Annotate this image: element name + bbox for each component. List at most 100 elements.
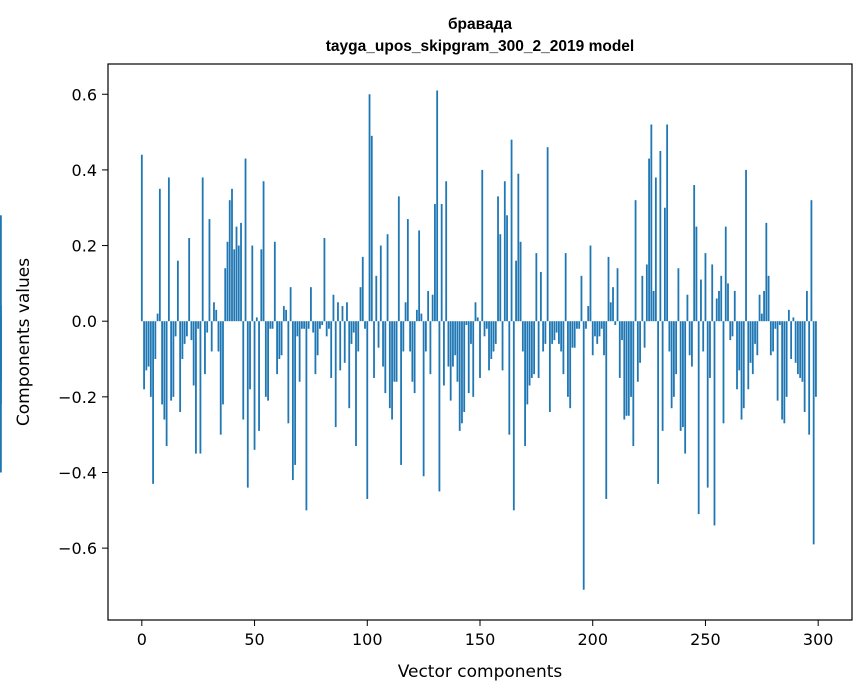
- bar-95: [355, 321, 357, 447]
- bar-48: [249, 321, 251, 390]
- bar-67: [291, 321, 294, 481]
- bar-92: [348, 321, 351, 409]
- bar-23: [192, 321, 195, 386]
- bar-286: [785, 321, 788, 397]
- bar-51: [255, 317, 258, 322]
- bar-282: [776, 321, 779, 401]
- bar-2: [145, 321, 148, 371]
- bar-186: [560, 321, 563, 352]
- bar-134: [443, 321, 445, 386]
- bar-126: [424, 321, 427, 352]
- bar-69: [296, 321, 299, 337]
- bar-296: [808, 321, 811, 435]
- bar-8: [158, 188, 161, 322]
- bar-26: [199, 321, 202, 454]
- bar-139: [454, 321, 457, 356]
- y-tick-label: 0.0: [72, 312, 97, 331]
- x-axis: 0 50 100 150 200 250 300: [137, 620, 833, 649]
- bar-247: [697, 321, 700, 515]
- bar-258: [722, 321, 725, 424]
- bar-33: [215, 309, 218, 322]
- bar-245: [693, 185, 696, 322]
- bar-187: [562, 321, 565, 375]
- bar-256: [718, 290, 720, 322]
- bar-128: [429, 321, 432, 375]
- bar-266: [740, 321, 743, 420]
- bar-89: [341, 306, 344, 322]
- bar-153: [485, 321, 488, 329]
- bar-248: [700, 279, 702, 322]
- bar-7: [156, 313, 159, 322]
- bar-244: [691, 321, 693, 367]
- bar-64: [285, 309, 288, 322]
- bar-5: [152, 321, 154, 484]
- bar-94: [352, 321, 355, 333]
- bar-198: [587, 306, 590, 322]
- bar-25: [197, 321, 200, 329]
- bar-62: [280, 321, 283, 356]
- bar-254: [713, 321, 716, 526]
- bar-179: [544, 321, 547, 344]
- bar-212: [618, 321, 621, 378]
- bar-145: [467, 321, 470, 394]
- bar-242: [686, 294, 689, 322]
- bar-52: [258, 321, 260, 431]
- bar-237: [675, 321, 678, 375]
- bar-226: [650, 124, 653, 322]
- bar-197: [585, 321, 587, 329]
- bar-56: [267, 321, 269, 401]
- bar-133: [440, 203, 443, 322]
- bar-280: [772, 321, 774, 352]
- bars-group: [0, 90, 817, 590]
- bar-138: [452, 321, 454, 367]
- bar-175: [535, 253, 538, 322]
- bar-98: [361, 256, 364, 322]
- bar-54: [262, 181, 265, 322]
- bar-227: [652, 290, 655, 322]
- bar-63: [282, 306, 285, 322]
- bar-45: [242, 321, 245, 420]
- bar-53: [260, 249, 263, 322]
- bar-234: [668, 321, 671, 352]
- bar-239: [679, 321, 682, 431]
- bar-275: [760, 313, 763, 322]
- bar-50: [253, 321, 256, 450]
- bar-101: [368, 94, 371, 322]
- bar-263: [733, 290, 736, 322]
- bar-35: [219, 321, 222, 435]
- bar-163: [508, 321, 511, 435]
- bar-168: [519, 241, 522, 322]
- bar-20: [186, 321, 188, 337]
- bar-205: [603, 321, 605, 356]
- bar-250: [704, 253, 707, 322]
- bar-70: [298, 321, 301, 382]
- bar-169: [521, 321, 524, 352]
- bar-16: [176, 260, 179, 322]
- bar-135: [445, 181, 448, 322]
- bar-122: [415, 309, 418, 322]
- bar-278: [767, 275, 770, 322]
- bar-196: [582, 321, 585, 590]
- bar-292: [799, 321, 802, 378]
- bar-171: [526, 321, 529, 405]
- bar-58: [271, 321, 274, 329]
- bar-82: [325, 321, 328, 337]
- bar-102: [370, 135, 373, 322]
- bar-243: [688, 321, 691, 356]
- bar-268: [745, 169, 747, 322]
- bar-240: [682, 321, 684, 428]
- bar-27: [201, 177, 204, 322]
- bar-75: [310, 287, 312, 322]
- x-tick-label: 200: [577, 630, 608, 649]
- bar-6: [154, 321, 157, 360]
- bar-260: [727, 283, 729, 322]
- bar-78: [316, 321, 319, 356]
- bar-270: [749, 321, 752, 363]
- bar-97: [359, 287, 362, 322]
- bar-131: [436, 90, 439, 322]
- bar-68: [294, 321, 297, 465]
- bar-116: [402, 321, 405, 352]
- bar-235: [670, 321, 673, 409]
- bar-109: [386, 234, 389, 322]
